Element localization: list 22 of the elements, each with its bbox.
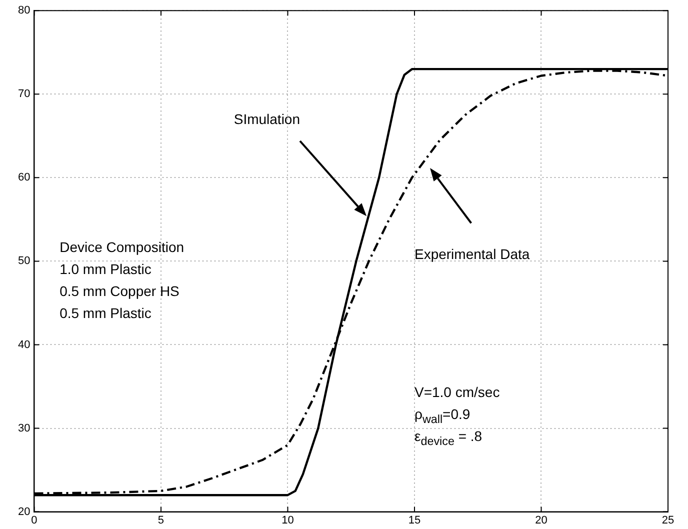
x-tick-label: 10	[282, 514, 294, 526]
x-tick-label: 0	[31, 514, 38, 526]
x-tick-label: 5	[158, 514, 164, 526]
y-tick-label: 60	[18, 172, 30, 184]
y-tick-label: 50	[18, 255, 30, 268]
annotation: 1.0 mm Plastic	[60, 260, 152, 277]
annotation: SImulation	[234, 110, 300, 127]
annotation: ε$_{device}$ = .8	[414, 428, 482, 448]
x-tick-label: 25	[662, 514, 674, 526]
y-tick-label: 70	[18, 88, 30, 100]
x-tick-label: 20	[535, 514, 548, 526]
annotation: 0.5 mm Plastic	[60, 304, 152, 321]
annotation: Experimental Data	[414, 246, 530, 262]
annotation: ρ$_{wall}$=0.9	[414, 406, 470, 426]
x-tick-label: 15	[408, 514, 421, 526]
y-tick-label: 40	[18, 338, 30, 351]
y-tick-label: 80	[18, 4, 30, 17]
annotation: 0.5 mm Copper HS	[60, 282, 180, 299]
y-tick-label: 30	[18, 422, 30, 434]
annotation: Device Composition	[60, 238, 184, 255]
y-tick-label: 20	[18, 506, 30, 518]
annotation: V=1.0 cm/sec	[414, 384, 500, 400]
